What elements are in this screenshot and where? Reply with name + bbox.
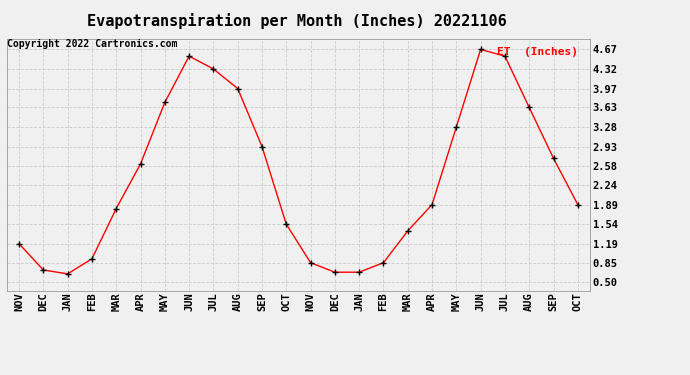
Text: ET  (Inches): ET (Inches) <box>497 47 578 57</box>
Text: Copyright 2022 Cartronics.com: Copyright 2022 Cartronics.com <box>7 39 177 50</box>
Text: Evapotranspiration per Month (Inches) 20221106: Evapotranspiration per Month (Inches) 20… <box>87 13 506 29</box>
